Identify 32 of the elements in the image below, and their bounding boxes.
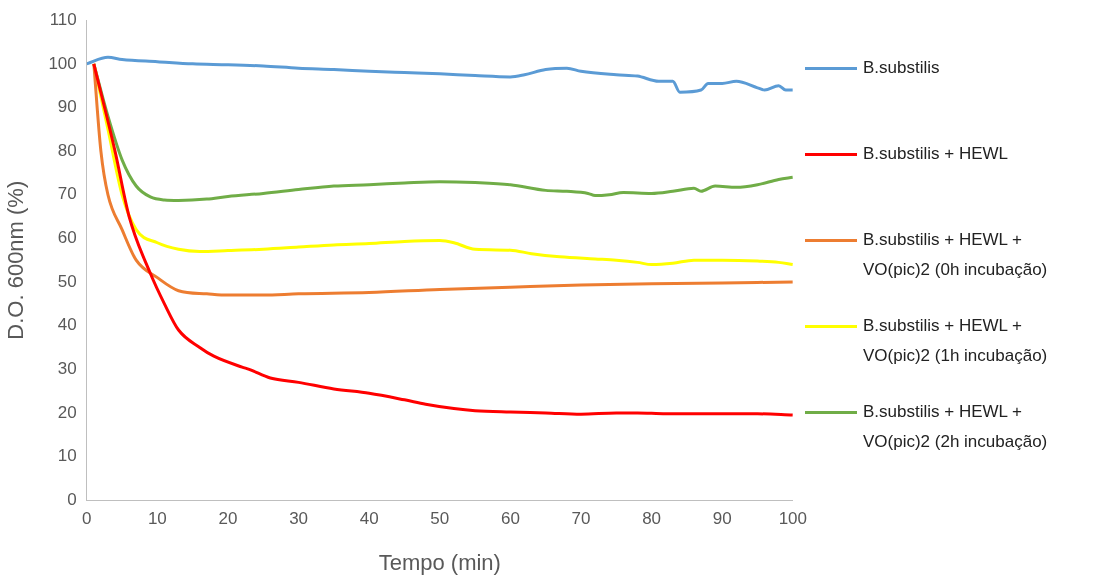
y-tick-label: 10	[57, 446, 77, 466]
legend-label: B.substilis + HEWL + VO(pic)2 (0h incubação)	[863, 229, 1049, 281]
x-tick-label: 70	[571, 509, 591, 529]
x-tick-label: 90	[712, 509, 732, 529]
line-series	[86, 55, 793, 94]
y-tick-label: 40	[57, 315, 77, 335]
legend-label: B.substilis	[863, 57, 941, 79]
x-tick-label: 20	[218, 509, 238, 529]
legend-label: B.substilis + HEWL	[863, 143, 1009, 165]
x-axis-title: Tempo (min)	[378, 549, 501, 575]
x-tick-label: 50	[430, 509, 450, 529]
y-tick-label: 100	[48, 53, 77, 73]
x-tick-label: 0	[82, 509, 92, 529]
y-tick-label: 60	[57, 228, 77, 248]
x-tick-label: 80	[642, 509, 662, 529]
y-tick-label: 110	[49, 9, 77, 29]
y-tick-label: 20	[57, 402, 77, 422]
y-tick-label: 70	[57, 184, 77, 204]
x-tick-label: 100	[778, 509, 808, 529]
x-tick-label: 60	[500, 509, 520, 529]
y-tick-label: 80	[57, 140, 77, 160]
x-tick-label: 30	[289, 509, 309, 529]
line-series	[92, 62, 793, 417]
legend-label: B.substilis + HEWL + VO(pic)2 (2h incubação)	[863, 401, 1049, 453]
legend-label: B.substilis + HEWL + VO(pic)2 (1h incubação)	[863, 315, 1049, 367]
y-axis-title: D.O. 600nm (%)	[3, 180, 29, 340]
x-tick-label: 10	[147, 509, 167, 529]
x-tick-label: 40	[359, 509, 379, 529]
y-tick-label: 90	[57, 97, 77, 117]
y-tick-label: 50	[57, 271, 77, 291]
y-tick-label: 0	[67, 489, 77, 509]
y-tick-label: 30	[57, 358, 77, 378]
